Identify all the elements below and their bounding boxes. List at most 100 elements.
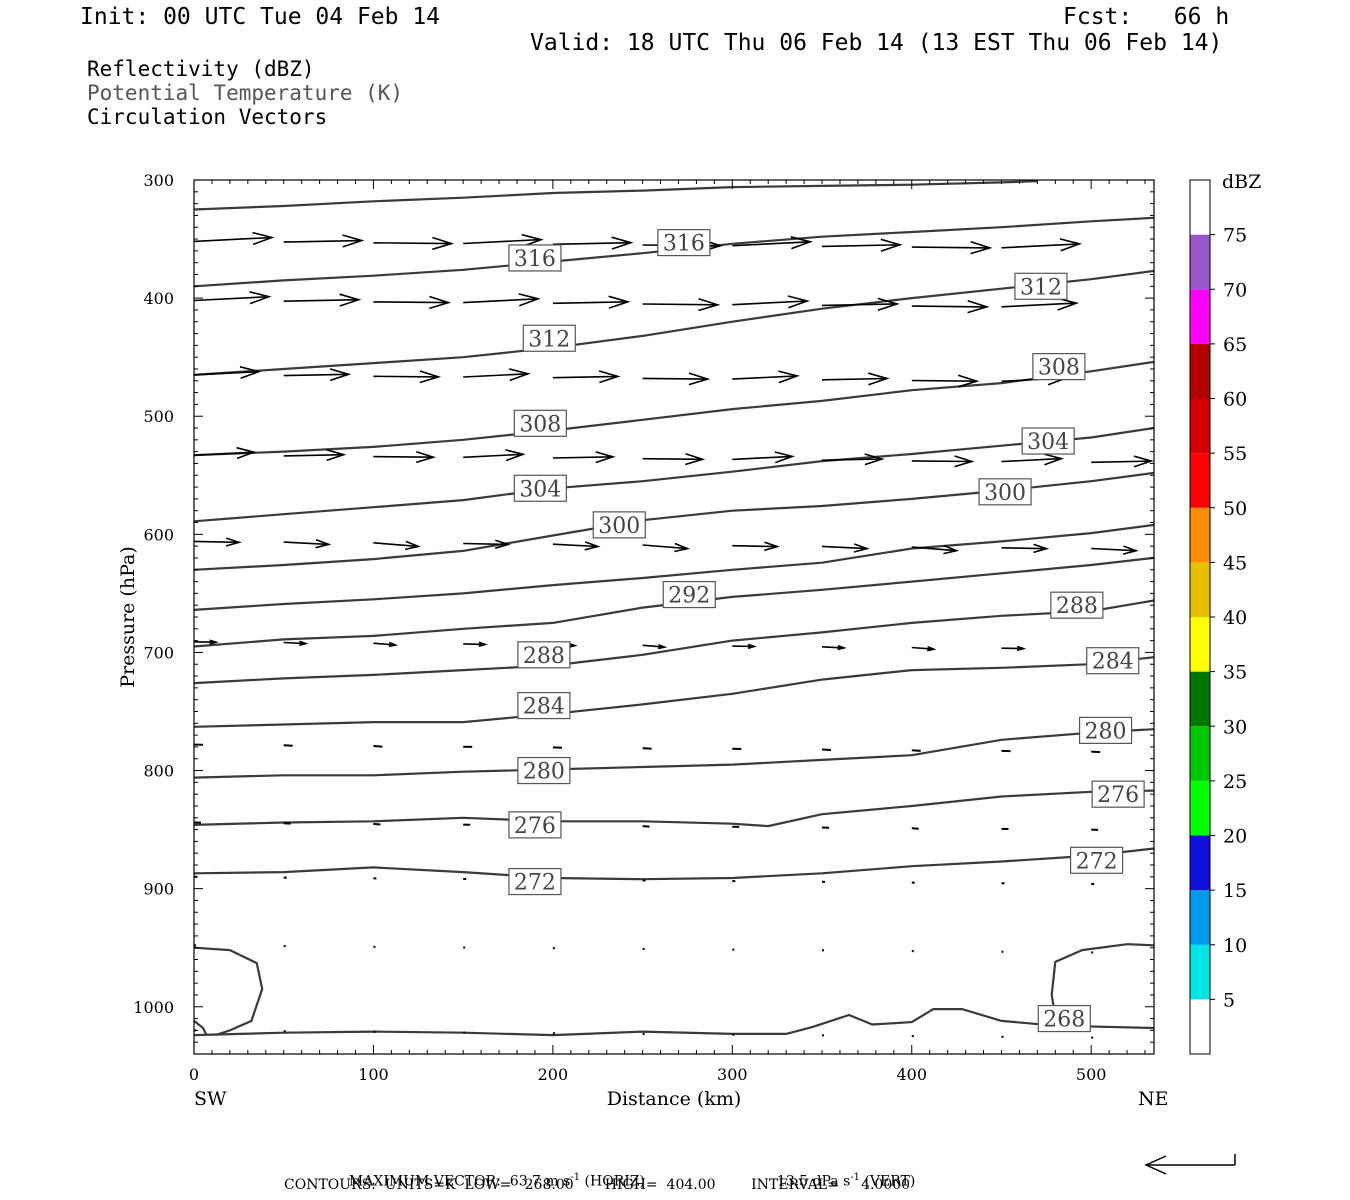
plot-frame bbox=[193, 179, 1155, 1055]
colorbar-bin bbox=[1190, 507, 1210, 563]
colorbar-label: 55 bbox=[1223, 443, 1247, 465]
circulation-vector bbox=[552, 451, 616, 464]
contour-label-text: 308 bbox=[519, 412, 561, 437]
contour-label: 312 bbox=[522, 324, 576, 352]
contour-label-text: 284 bbox=[1092, 650, 1134, 675]
colorbar-bin bbox=[1190, 398, 1210, 454]
circulation-vector bbox=[1001, 645, 1027, 652]
colorbar-label: 45 bbox=[1223, 552, 1247, 574]
y-tick-label: 600 bbox=[143, 525, 174, 544]
contour-label: 304 bbox=[1021, 427, 1075, 455]
circulation-vector bbox=[821, 238, 903, 252]
horiz-exponent: -1 bbox=[570, 1172, 581, 1183]
colorbar-label: 75 bbox=[1223, 225, 1247, 247]
max-vector-vert: 13.5 dPa s-1 (VERT) bbox=[768, 1159, 915, 1189]
colorbar-label: 15 bbox=[1223, 880, 1247, 902]
contour-info: CONTOURS: UNITS=K LOW= 268.00 HIGH= 404.… bbox=[284, 1177, 911, 1193]
y-axis-title: Pressure (hPa) bbox=[117, 546, 139, 688]
circulation-vector bbox=[821, 453, 885, 466]
colorbar-label: 20 bbox=[1223, 826, 1247, 848]
circulation-vector bbox=[821, 543, 870, 553]
colorbar-label: 60 bbox=[1223, 389, 1247, 411]
circulation-vector bbox=[283, 293, 362, 307]
contour-label: 312 bbox=[1014, 272, 1068, 300]
theta-isoline bbox=[193, 180, 1038, 211]
circulation-vector bbox=[642, 297, 721, 312]
circulation-vector bbox=[373, 822, 381, 826]
legend-circulation-vectors: Circulation Vectors bbox=[87, 105, 328, 129]
circulation-vector bbox=[732, 643, 758, 650]
circulation-vector bbox=[1091, 455, 1154, 468]
circulation-vector bbox=[732, 236, 813, 250]
contour-labels: 316 316 312 312 308 308 304 304 300 300 292 288 288 2… bbox=[508, 228, 1145, 1033]
x-tick-label: 200 bbox=[538, 1065, 569, 1084]
x-tick-label: 0 bbox=[189, 1065, 199, 1084]
colorbar-bin bbox=[1190, 944, 1210, 1000]
contour-label-text: 300 bbox=[598, 514, 640, 539]
legend-reflectivity: Reflectivity (dBZ) bbox=[87, 57, 315, 81]
vert-tag: (VERT) bbox=[864, 1173, 916, 1190]
circulation-vector bbox=[373, 450, 437, 464]
colorbar-bin bbox=[1190, 999, 1210, 1054]
contour-label-text: 280 bbox=[1085, 719, 1127, 744]
circulation-vector bbox=[193, 639, 219, 645]
circulation-vectors bbox=[193, 231, 1154, 1039]
contour-label-text: 272 bbox=[1076, 849, 1118, 874]
colorbar-bin bbox=[1190, 289, 1210, 344]
circulation-vector bbox=[463, 368, 531, 382]
circulation-vector bbox=[283, 234, 365, 248]
circulation-vector bbox=[911, 749, 921, 752]
circulation-vector bbox=[821, 644, 847, 651]
circulation-vector bbox=[821, 297, 900, 311]
circulation-vector bbox=[1091, 545, 1139, 555]
theta-isoline bbox=[193, 656, 1155, 728]
contour-label-text: 280 bbox=[523, 760, 565, 785]
circulation-vector bbox=[552, 236, 634, 250]
x-axis-title: Distance (km) bbox=[607, 1088, 742, 1110]
circulation-vector bbox=[732, 541, 781, 552]
y-tick-label: 400 bbox=[143, 289, 174, 308]
y-tick-label: 900 bbox=[143, 880, 174, 899]
circulation-vector bbox=[642, 542, 691, 553]
x-tick-label: 300 bbox=[717, 1065, 748, 1084]
max-vector-label: MAXIMUM VECTOR: bbox=[348, 1173, 501, 1190]
circulation-vector bbox=[193, 231, 275, 246]
contour-label-text: 272 bbox=[514, 871, 556, 896]
legend-potential-temperature: Potential Temperature (K) bbox=[87, 81, 404, 105]
circulation-vector bbox=[463, 233, 544, 248]
vert-exponent: -1 bbox=[850, 1172, 861, 1183]
circulation-vector bbox=[1001, 238, 1083, 252]
contour-label: 280 bbox=[1078, 716, 1133, 744]
circulation-vector bbox=[552, 295, 631, 309]
circulation-vector bbox=[732, 370, 800, 384]
theta-isoline bbox=[193, 1008, 1155, 1037]
x-tick-label: 400 bbox=[896, 1065, 927, 1084]
circulation-vector bbox=[911, 646, 937, 652]
contour-label-text: 312 bbox=[528, 327, 570, 352]
init-time: Init: 00 UTC Tue 04 Feb 14 bbox=[80, 4, 441, 30]
contour-label-text: 284 bbox=[523, 695, 565, 720]
contour-label-text: 304 bbox=[519, 477, 561, 502]
circulation-vector bbox=[463, 293, 541, 307]
circulation-vector bbox=[911, 300, 990, 314]
theta-isoline bbox=[193, 728, 1155, 779]
contour-label-text: 304 bbox=[1027, 430, 1069, 455]
colorbar-bin bbox=[1190, 234, 1210, 290]
horiz-value: 63.7 bbox=[509, 1173, 541, 1190]
theta-isoline bbox=[193, 360, 1155, 457]
theta-isoline bbox=[193, 426, 1155, 523]
circulation-vector bbox=[193, 291, 272, 305]
circulation-vector bbox=[283, 368, 352, 382]
contour-label: 300 bbox=[978, 478, 1032, 506]
circulation-vector bbox=[732, 451, 795, 464]
colorbar-label: 70 bbox=[1223, 279, 1247, 301]
circulation-vector bbox=[1001, 543, 1050, 554]
contour-label-text: 308 bbox=[1038, 356, 1080, 381]
colorbar-bin bbox=[1190, 890, 1210, 945]
circulation-vector bbox=[373, 540, 421, 551]
circulation-vector bbox=[463, 641, 488, 647]
contour-label: 268 bbox=[1037, 1004, 1091, 1033]
contour-label-text: 276 bbox=[514, 814, 556, 839]
max-vector-line: MAXIMUM VECTOR: 63.7 m s-1 (HORIZ) bbox=[340, 1159, 645, 1189]
